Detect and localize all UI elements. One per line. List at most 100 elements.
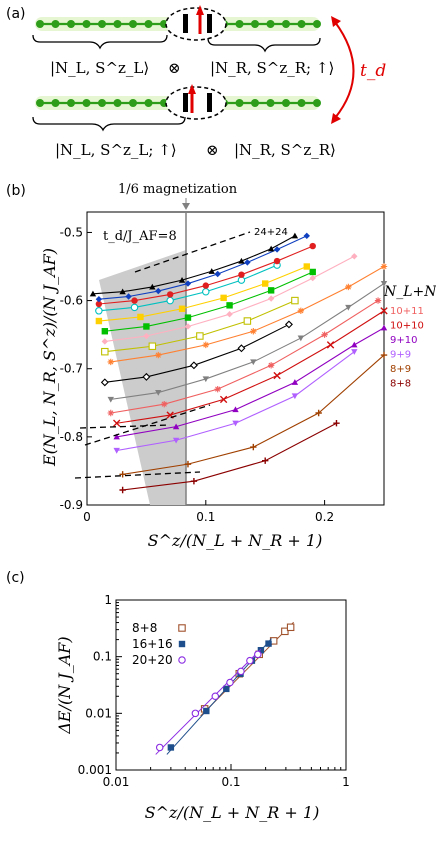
series-line <box>100 320 293 387</box>
y-tick-label: 0.001 <box>78 763 112 777</box>
data-point <box>113 433 120 440</box>
data-point <box>291 379 299 385</box>
data-point <box>95 307 103 315</box>
data-point <box>303 263 310 270</box>
panel-b-xlabel: S^z/(N_L + N_R + 1) <box>148 531 323 550</box>
magnetization-pointer-head <box>182 203 190 210</box>
data-point <box>155 287 162 295</box>
data-point <box>137 313 144 321</box>
panel-a-label: (a) <box>6 6 26 22</box>
series-path <box>122 422 337 491</box>
chain-site <box>129 99 137 107</box>
guide-mid <box>84 404 211 446</box>
data-point <box>309 268 316 276</box>
legend-entry: 16+16 <box>132 637 173 651</box>
data-point <box>226 302 233 309</box>
data-point <box>189 361 198 370</box>
chain-site <box>51 20 60 28</box>
top-chain <box>35 5 321 41</box>
data-point <box>226 678 234 687</box>
chain-site <box>113 99 122 107</box>
data-point <box>273 257 281 265</box>
data-point <box>167 744 175 751</box>
data-point <box>303 232 310 240</box>
top-left-ket: |N_L, S^z_L⟩ <box>50 59 149 77</box>
chain-site <box>36 99 44 107</box>
data-point <box>220 294 227 302</box>
magnetization-annotation: 1/6 magnetization <box>118 182 238 197</box>
data-point <box>262 457 269 464</box>
data-point <box>155 743 164 752</box>
data-point <box>238 271 245 278</box>
data-point <box>315 409 322 417</box>
y-tick-label: 1 <box>104 593 112 607</box>
series-line <box>101 296 299 356</box>
data-point <box>267 362 275 369</box>
chain-site <box>297 20 306 28</box>
bottom-dot-ellipse <box>165 86 227 120</box>
data-point <box>374 297 382 304</box>
series-path <box>110 300 379 414</box>
data-point <box>267 295 275 302</box>
series-path <box>104 271 313 332</box>
series-line <box>113 324 388 440</box>
data-point <box>380 324 388 331</box>
guide-mid2 <box>79 424 171 429</box>
top-barrier-left <box>183 14 188 33</box>
data-point <box>265 640 272 647</box>
data-point <box>219 395 228 404</box>
data-point <box>291 393 299 400</box>
data-point <box>345 283 352 291</box>
panel-c-label: (c) <box>6 570 25 586</box>
data-point <box>208 268 215 274</box>
panel-b-series <box>89 232 388 494</box>
chain-site <box>67 99 75 107</box>
series-line <box>95 261 281 315</box>
data-point <box>113 419 121 427</box>
bottom-left-brace <box>32 116 186 132</box>
data-point <box>178 276 186 283</box>
data-point <box>113 447 120 454</box>
data-point <box>178 624 186 632</box>
panel-c-xlabel: S^z/(N_L + N_R + 1) <box>145 803 320 822</box>
data-point <box>232 406 239 413</box>
data-point <box>237 667 245 676</box>
series-path <box>116 327 385 438</box>
data-point <box>178 656 186 664</box>
data-point <box>333 420 340 427</box>
y-tick-label: -0.7 <box>60 362 83 376</box>
series-path <box>98 235 308 300</box>
series-line <box>95 232 310 303</box>
y-tick-label: 0.1 <box>93 650 112 664</box>
panel-c-series <box>155 621 295 755</box>
data-point <box>107 396 114 403</box>
data-point <box>142 372 151 381</box>
data-point <box>380 351 388 359</box>
series-line <box>95 263 310 325</box>
series-path <box>98 264 278 312</box>
y-tick-label: -0.6 <box>60 294 83 308</box>
data-point <box>214 385 221 393</box>
panel-b-legend: 10+11 10+10 9+10 9+9 8+9 8+8 <box>390 306 424 390</box>
series-points <box>155 648 262 755</box>
chain-site <box>129 20 137 28</box>
guide-low <box>74 471 201 479</box>
data-point <box>351 253 358 260</box>
data-point <box>237 276 246 284</box>
series-path <box>98 266 307 322</box>
td-annotation: t_d/J_AF=8 <box>103 229 177 244</box>
data-point <box>149 283 156 290</box>
legend-entry: 8+8 <box>132 621 157 635</box>
bottom-chain <box>35 84 321 120</box>
series-line <box>107 263 388 366</box>
panel-b-label: (b) <box>6 183 26 199</box>
panel-c-legend: 8+8 16+16 20+20 <box>132 621 186 667</box>
top-barrier-right <box>207 14 212 33</box>
data-point <box>125 293 132 300</box>
series-path <box>116 310 385 424</box>
data-point <box>155 351 162 359</box>
data-point <box>101 338 109 345</box>
